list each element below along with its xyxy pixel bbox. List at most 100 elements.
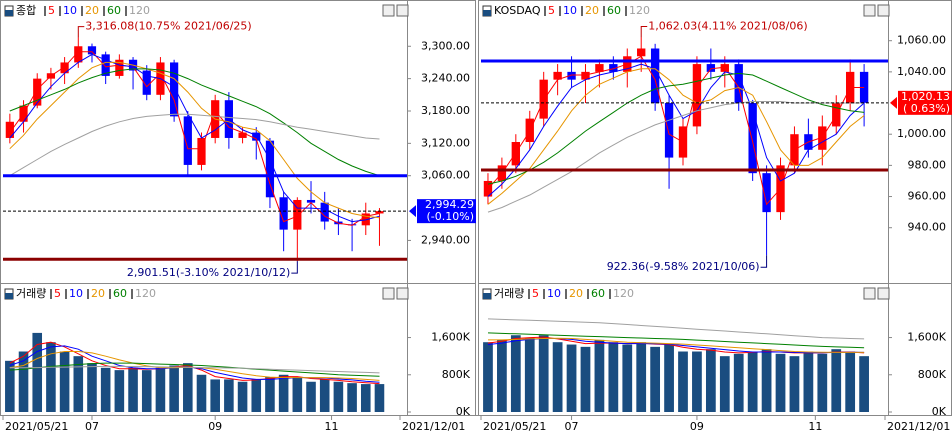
volume-bar	[733, 353, 744, 412]
volume-bar	[831, 349, 842, 412]
candle-body	[183, 116, 192, 165]
legend-label: 5	[54, 287, 61, 300]
annotation-leader	[291, 261, 298, 274]
legend-label: 60	[607, 4, 621, 17]
price-label: 2,994.29	[425, 198, 474, 211]
candle-body	[142, 70, 151, 95]
candle-body	[650, 48, 660, 104]
window-button[interactable]	[382, 287, 395, 300]
pane-title: 거래량	[494, 287, 524, 300]
price-change: (-0.10%)	[427, 210, 475, 223]
window-button[interactable]	[382, 4, 395, 17]
window-button[interactable]	[863, 4, 876, 17]
ma-line	[487, 55, 865, 206]
window-button[interactable]	[396, 4, 409, 17]
volume-bar	[155, 367, 166, 412]
y-tick-label: 3,300.00	[421, 39, 470, 52]
volume-bar	[347, 383, 357, 412]
legend-swatch	[81, 6, 83, 16]
candle-body	[748, 103, 757, 174]
volume-bar	[497, 339, 507, 412]
y-tick-label: 3,240.00	[421, 72, 470, 85]
annotation-leader	[760, 255, 768, 268]
volume-bar	[622, 344, 633, 412]
candle-body	[762, 173, 771, 213]
candle-body	[5, 121, 14, 138]
y-tick-label: 1,060.00	[897, 34, 946, 47]
annotation: 922.36(-9.58% 2021/10/06)	[607, 260, 760, 273]
ma-line	[487, 72, 865, 185]
legend-label: 20	[585, 4, 599, 17]
x-tick-label: 09	[690, 420, 704, 433]
volume-bar	[360, 384, 371, 412]
candle-body	[609, 64, 618, 72]
window-button[interactable]	[863, 287, 876, 300]
y-tick-label: 2,940.00	[421, 233, 470, 246]
x-tick-label: 11	[325, 420, 339, 433]
volume-bar	[845, 351, 856, 412]
ma-line	[9, 365, 380, 374]
volume-bar	[510, 335, 521, 412]
legend-label: 10	[63, 4, 77, 17]
y-tick-label: 980.00	[908, 158, 947, 171]
legend-swatch	[625, 6, 627, 16]
candle-body	[60, 62, 69, 74]
x-tick-label: 2021/12/01	[887, 420, 950, 433]
volume-bar	[775, 353, 786, 412]
window-button[interactable]	[877, 4, 890, 17]
legend-swatch	[109, 289, 111, 299]
legend-swatch	[65, 289, 67, 299]
legend-swatch	[528, 289, 530, 299]
volume-bar	[664, 344, 674, 412]
pane-title: KOSDAQ	[494, 4, 541, 17]
annotation-leader	[640, 26, 648, 38]
price-label: 1,020.13	[901, 90, 950, 103]
annotation-leader	[77, 26, 85, 38]
window-button[interactable]	[396, 287, 409, 300]
annotation: 2,901.51(-3.10% 2021/10/12)	[127, 266, 290, 279]
legend-swatch	[59, 6, 61, 16]
candle-body	[637, 48, 646, 57]
volume-bar	[538, 335, 549, 412]
legend-label: 10	[69, 287, 83, 300]
legend-label: 10	[547, 287, 561, 300]
candle-body	[818, 126, 827, 150]
legend-swatch	[603, 6, 605, 16]
volume-bar	[251, 379, 262, 412]
ma-line	[487, 68, 865, 205]
legend-label: 5	[532, 287, 539, 300]
candle-body	[252, 132, 261, 141]
volume-bar	[650, 346, 661, 412]
pane-icon-fill	[483, 10, 491, 16]
price-tag	[898, 90, 952, 115]
pane-title: 거래량	[16, 287, 46, 300]
candle-body	[87, 46, 97, 55]
legend-swatch	[565, 289, 567, 299]
legend-label: 10	[563, 4, 577, 17]
legend-label: 5	[548, 4, 555, 17]
volume-bar	[678, 351, 688, 412]
volume-bar	[265, 377, 275, 412]
volume-bar	[306, 381, 316, 412]
legend-swatch	[581, 6, 583, 16]
y-tick-label: 0K	[456, 405, 471, 418]
volume-bar	[100, 367, 111, 412]
candle-body	[197, 137, 206, 165]
candle-body	[553, 71, 562, 80]
volume-bar	[292, 377, 303, 412]
legend-label: 5	[48, 4, 55, 17]
candle-body	[293, 199, 302, 230]
volume-bar	[566, 344, 577, 412]
window-button[interactable]	[877, 287, 890, 300]
volume-bar	[580, 346, 591, 412]
volume-bar	[319, 379, 330, 412]
pane-title: 종합	[16, 4, 36, 17]
legend-swatch	[131, 289, 133, 299]
volume-bar	[278, 374, 289, 412]
legend-swatch	[587, 289, 589, 299]
legend-swatch	[544, 6, 546, 16]
y-tick-label: 1,000.00	[897, 127, 946, 140]
legend-label: 20	[569, 287, 583, 300]
candle-body	[238, 132, 247, 138]
